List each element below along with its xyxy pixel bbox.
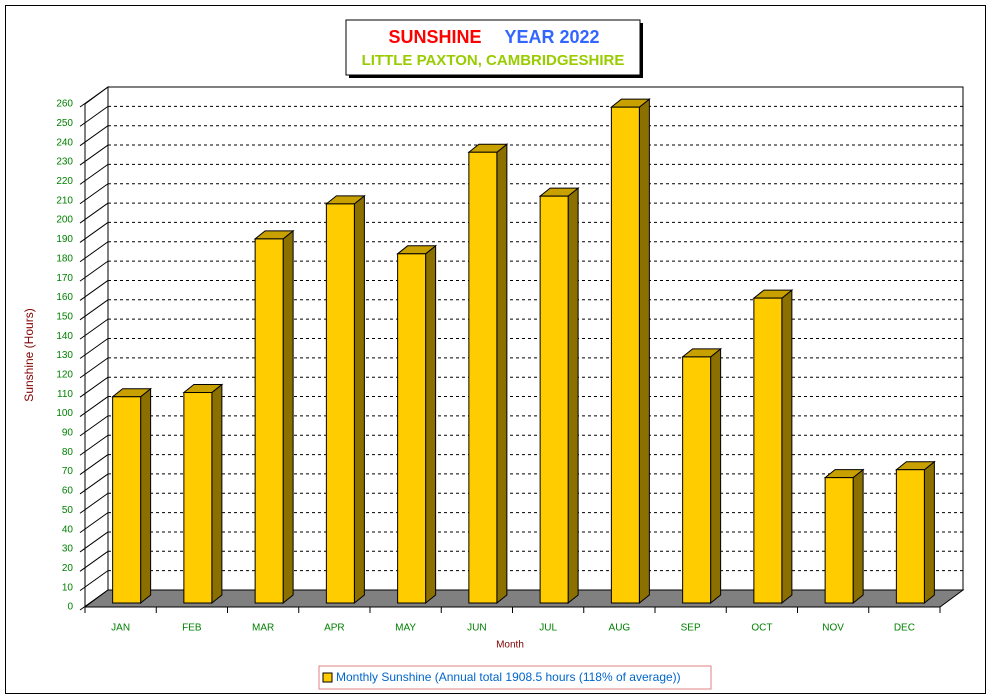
bar	[397, 253, 427, 604]
y-tick-label: 20	[62, 563, 74, 574]
y-tick-label: 240	[56, 137, 73, 148]
x-tick-label: DEC	[894, 623, 915, 634]
x-tick-label: SEP	[681, 623, 701, 634]
y-tick	[79, 222, 109, 243]
x-tick-label: JUN	[467, 623, 486, 634]
bar	[254, 238, 284, 604]
y-tick-label: 210	[56, 195, 73, 206]
y-tick	[79, 357, 109, 379]
chart-subtitle: LITTLE PAXTON, CAMBRIDGESHIRE	[362, 52, 625, 69]
y-axis-label: Sunshine (Hours)	[22, 308, 36, 401]
y-tick	[79, 299, 109, 321]
bar	[895, 469, 925, 604]
bar	[682, 356, 712, 604]
legend-label: Monthly Sunshine (Annual total 1908.5 ho…	[336, 670, 681, 684]
bar	[753, 297, 783, 604]
y-tick	[79, 183, 109, 205]
x-tick-label: APR	[324, 623, 345, 634]
y-tick-label: 220	[56, 176, 73, 187]
bar-side	[923, 460, 935, 605]
y-tick	[79, 570, 109, 592]
y-tick-label: 190	[56, 234, 73, 245]
bar	[468, 151, 498, 604]
y-tick-label: 140	[56, 331, 73, 342]
y-tick	[79, 531, 109, 553]
bar-side	[140, 387, 152, 605]
x-tick-label: JAN	[111, 623, 130, 634]
chart-title: SUNSHINE	[388, 27, 481, 47]
bar	[183, 392, 213, 604]
x-tick-label: MAY	[395, 623, 416, 634]
y-tick	[79, 318, 109, 340]
y-tick-label: 40	[62, 524, 74, 535]
y-tick	[79, 338, 109, 359]
bar-side	[425, 244, 437, 605]
bar	[824, 477, 854, 604]
y-tick-label: 110	[57, 389, 73, 400]
y-tick-label: 60	[62, 486, 74, 497]
bar-side	[496, 143, 508, 605]
bar-side	[282, 229, 294, 605]
y-tick-label: 130	[56, 350, 73, 361]
x-tick-label: AUG	[609, 623, 631, 634]
bar-side	[353, 194, 365, 605]
legend-swatch	[322, 672, 333, 683]
y-tick-label: 230	[56, 157, 73, 168]
y-tick	[79, 280, 109, 301]
x-axis-label: Month	[496, 640, 524, 651]
x-tick-label: FEB	[182, 623, 202, 634]
title-box	[345, 19, 641, 76]
y-tick	[79, 144, 109, 166]
y-tick	[79, 492, 109, 514]
y-tick	[79, 125, 109, 147]
bar	[112, 396, 142, 604]
y-tick	[79, 454, 109, 475]
y-tick-label: 80	[62, 447, 74, 458]
bar	[325, 203, 355, 604]
y-tick	[79, 376, 109, 398]
y-tick-label: 120	[56, 369, 73, 380]
y-tick-label: 170	[56, 273, 73, 284]
y-tick-label: 250	[56, 118, 73, 129]
y-tick	[79, 163, 109, 185]
y-tick	[79, 202, 109, 224]
y-tick-label: 180	[56, 253, 73, 264]
y-tick-label: 200	[56, 215, 73, 226]
y-tick-label: 260	[56, 99, 73, 110]
y-tick-label: 100	[56, 408, 73, 419]
y-tick	[79, 415, 109, 437]
y-tick	[79, 105, 109, 127]
y-tick-label: 30	[62, 544, 74, 555]
legend	[318, 665, 712, 690]
bar-side	[211, 383, 223, 605]
y-tick-label: 70	[62, 466, 74, 477]
chart-title: YEAR 2022	[504, 27, 599, 47]
x-tick-label: MAR	[252, 623, 274, 634]
y-tick-label: 50	[62, 505, 74, 516]
y-tick-label: 90	[62, 428, 74, 439]
x-tick-label: OCT	[751, 623, 772, 634]
y-tick-label: 0	[67, 602, 73, 613]
bar-side	[638, 98, 650, 605]
y-tick-label: 150	[56, 311, 73, 322]
y-tick-label: 160	[56, 292, 73, 303]
bar-side	[567, 187, 579, 605]
bar-side	[710, 347, 722, 605]
y-tick	[79, 86, 109, 108]
bar	[539, 195, 569, 604]
bar	[610, 106, 640, 604]
y-tick	[79, 473, 109, 495]
bar-side	[852, 468, 864, 605]
y-tick	[79, 512, 109, 534]
y-tick	[79, 434, 109, 456]
x-tick-label: JUL	[539, 623, 557, 634]
y-tick	[79, 241, 109, 263]
y-tick-label: 10	[62, 582, 74, 593]
y-tick	[79, 396, 109, 417]
y-tick	[79, 550, 109, 572]
bar-side	[781, 289, 793, 605]
y-tick	[79, 260, 109, 282]
x-tick-label: NOV	[822, 623, 844, 634]
